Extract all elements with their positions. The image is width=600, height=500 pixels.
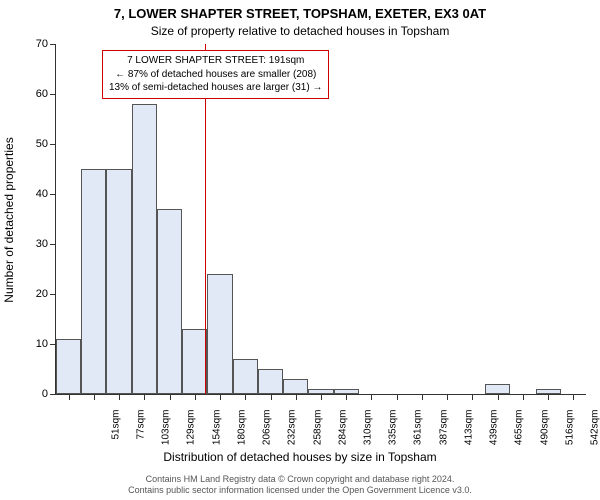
bar [207,274,232,394]
x-tick [523,394,524,400]
chart-container: 7, LOWER SHAPTER STREET, TOPSHAM, EXETER… [0,0,600,500]
x-tick [195,394,196,400]
x-tick [94,394,95,400]
footer: Contains HM Land Registry data © Crown c… [0,474,600,497]
x-tick [397,394,398,400]
x-tick [245,394,246,400]
y-tick-label: 60 [18,88,48,100]
y-tick-label: 10 [18,338,48,350]
bar [157,209,182,394]
y-tick-label: 0 [18,388,48,400]
x-tick [144,394,145,400]
chart-title-sub: Size of property relative to detached ho… [0,24,600,38]
bar [81,169,106,394]
y-tick [50,94,56,95]
annotation-line3: 13% of semi-detached houses are larger (… [109,81,322,95]
plot-area: 01020304050607051sqm77sqm103sqm129sqm154… [55,44,586,395]
y-tick [50,294,56,295]
x-tick [447,394,448,400]
chart-title-main: 7, LOWER SHAPTER STREET, TOPSHAM, EXETER… [0,6,600,21]
x-tick [573,394,574,400]
annotation-box: 7 LOWER SHAPTER STREET: 191sqm ← 87% of … [102,50,329,99]
footer-copyright: Contains HM Land Registry data © Crown c… [0,474,600,486]
x-tick [321,394,322,400]
x-tick [296,394,297,400]
y-tick-label: 70 [18,38,48,50]
x-tick [271,394,272,400]
x-tick [346,394,347,400]
annotation-line1: 7 LOWER SHAPTER STREET: 191sqm [109,54,322,68]
bar [182,329,207,394]
bar [283,379,308,394]
y-tick-label: 20 [18,288,48,300]
bar [233,359,258,394]
x-tick [472,394,473,400]
y-tick-label: 40 [18,188,48,200]
bar [56,339,81,394]
y-tick [50,394,56,395]
y-axis-label: Number of detached properties [2,137,16,302]
x-axis-label: Distribution of detached houses by size … [0,450,600,464]
bar [132,104,157,394]
x-tick [220,394,221,400]
y-tick-label: 30 [18,238,48,250]
x-tick [371,394,372,400]
footer-licence: Contains public sector information licen… [0,485,600,497]
x-tick [498,394,499,400]
x-tick [422,394,423,400]
y-tick [50,194,56,195]
y-tick-label: 50 [18,138,48,150]
y-tick [50,144,56,145]
x-tick [119,394,120,400]
x-tick [548,394,549,400]
y-tick [50,44,56,45]
x-tick [69,394,70,400]
y-tick [50,244,56,245]
bar [485,384,510,394]
annotation-line2: ← 87% of detached houses are smaller (20… [109,68,322,82]
bar [258,369,283,394]
x-tick [170,394,171,400]
bar [106,169,131,394]
